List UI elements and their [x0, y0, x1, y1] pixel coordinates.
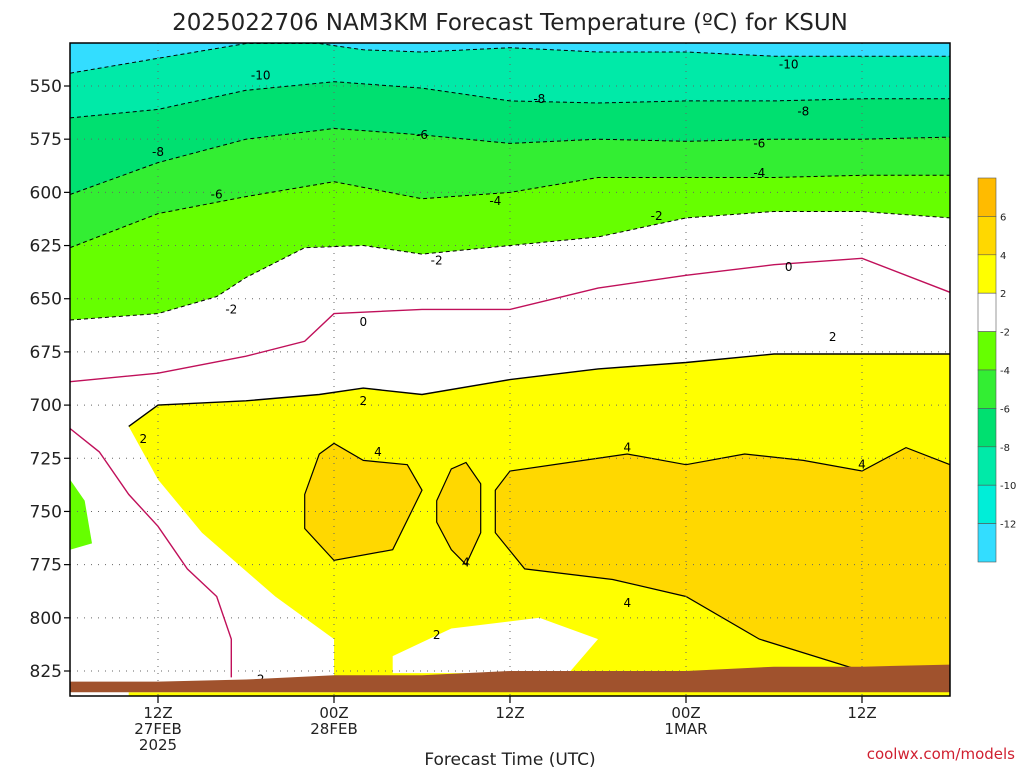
- y-tick-label: 800: [30, 609, 62, 629]
- colorbar: 6 4 2 -2 -4 -6 -8 -10 -12: [977, 177, 1016, 563]
- contour-label: 2: [140, 432, 148, 446]
- fill-band-4-patch: [436, 461, 482, 566]
- x-tick-label: 1MAR: [664, 720, 707, 738]
- watermark-text: coolwx.com/models: [867, 745, 1015, 763]
- contour-line--4: [70, 174, 950, 249]
- contour-label: -10: [779, 58, 799, 72]
- y-tick-label: 725: [30, 449, 62, 469]
- y-axis: 550 575 600 625 650 675 700 725 750 775 800 825: [30, 77, 70, 682]
- contour-label: 4: [462, 556, 470, 570]
- contour-line-2: [128, 353, 950, 427]
- contour-label: -2: [651, 209, 663, 223]
- contour-line--6: [70, 127, 950, 195]
- x-tick-label: 2025: [139, 736, 177, 754]
- x-tick-label: 00Z: [319, 704, 348, 722]
- y-tick-label: 625: [30, 237, 62, 257]
- colorbar-band: [977, 446, 997, 486]
- colorbar-band: [977, 216, 997, 256]
- x-tick-label: 28FEB: [310, 720, 357, 738]
- temperature-fill-layer: [70, 43, 950, 696]
- contour-label: -2: [225, 302, 237, 316]
- y-tick-label: 775: [30, 556, 62, 576]
- colorbar-band: [977, 292, 997, 332]
- chart-title: 2025022706 NAM3KM Forecast Temperature (…: [172, 10, 848, 36]
- colorbar-band: [977, 369, 997, 409]
- contour-layer: [70, 43, 950, 678]
- contour-label: -6: [211, 187, 223, 201]
- contour-label: 2: [433, 628, 441, 642]
- colorbar-label: -8: [1000, 443, 1010, 454]
- y-tick-label: 700: [30, 396, 62, 416]
- contour-label: -10: [251, 68, 271, 82]
- y-tick-label: 675: [30, 343, 62, 363]
- y-tick-label: 600: [30, 183, 62, 203]
- colorbar-label: -12: [1000, 520, 1016, 531]
- fill-band-warm-gap: [70, 405, 334, 693]
- terrain-surface: [70, 664, 950, 693]
- contour-label: 2: [360, 394, 368, 408]
- colorbar-label: -2: [1000, 328, 1010, 339]
- contour-line--2: [70, 211, 950, 321]
- contour-line-0: [70, 427, 232, 678]
- x-tick-label: 12Z: [143, 704, 172, 722]
- fill-band-surface-pocket: [392, 617, 598, 674]
- colorbar-label: -10: [1000, 481, 1016, 492]
- contour-label: -4: [489, 194, 501, 208]
- colorbar-band: [977, 408, 997, 448]
- contour-label: 4: [374, 445, 382, 459]
- fill-band-cold-patch: [70, 479, 92, 550]
- x-tick-label: 12Z: [495, 704, 524, 722]
- contour-label: -2: [431, 253, 443, 267]
- y-tick-label: 650: [30, 290, 62, 310]
- contour-label: -8: [152, 145, 164, 159]
- contour-label: -8: [533, 92, 545, 106]
- y-tick-label: 750: [30, 502, 62, 522]
- contour-label: 2: [829, 330, 837, 344]
- contour-label: 4: [624, 596, 632, 610]
- x-tick-label: 00Z: [671, 704, 700, 722]
- contour-line-0: [70, 257, 950, 383]
- colorbar-label: -6: [1000, 404, 1010, 415]
- fill-band-4-patch: [494, 446, 950, 672]
- y-tick-label: 550: [30, 77, 62, 97]
- colorbar-label: 4: [1000, 251, 1006, 262]
- colorbar-band: [977, 523, 997, 563]
- contour-label: 0: [360, 315, 368, 329]
- contour-label: -6: [416, 128, 428, 142]
- contour-line--8: [70, 81, 950, 119]
- x-axis-label: Forecast Time (UTC): [424, 750, 595, 768]
- x-tick-label: 12Z: [847, 704, 876, 722]
- colorbar-band: [977, 177, 997, 217]
- contour-label-layer: -10-10-8-8-8-6-6-6-4-4-2-2-2002222244444: [140, 58, 866, 687]
- x-tick-label: 27FEB: [134, 720, 181, 738]
- contour-label: 4: [624, 441, 632, 455]
- colorbar-band: [977, 484, 997, 524]
- contour-line--10: [70, 43, 950, 74]
- y-tick-label: 575: [30, 130, 62, 150]
- colorbar-label: 6: [1000, 212, 1006, 223]
- colorbar-band: [977, 254, 997, 294]
- contour-label: -4: [753, 166, 765, 180]
- colorbar-band: [977, 331, 997, 371]
- colorbar-label: -4: [1000, 366, 1010, 377]
- fill-band-4-patch: [304, 442, 423, 562]
- contour-label: 4: [858, 458, 866, 472]
- plot-area: -10-10-8-8-8-6-6-6-4-4-2-2-2002222244444: [70, 43, 950, 696]
- contour-label: -6: [753, 136, 765, 150]
- y-tick-label: 825: [30, 662, 62, 682]
- colorbar-label: 2: [1000, 289, 1006, 300]
- contour-label: -8: [797, 105, 809, 119]
- contour-label: 0: [785, 260, 793, 274]
